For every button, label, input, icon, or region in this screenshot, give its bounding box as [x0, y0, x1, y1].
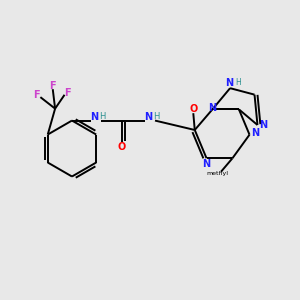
Text: H: H [99, 112, 105, 121]
Text: O: O [189, 104, 197, 114]
Text: H: H [235, 78, 241, 87]
Text: N: N [202, 158, 210, 169]
Text: N: N [90, 112, 98, 122]
Text: N: N [225, 78, 234, 88]
Text: F: F [64, 88, 71, 98]
Text: N: N [259, 120, 267, 130]
Text: O: O [118, 142, 126, 152]
Text: F: F [34, 90, 40, 100]
Text: H: H [154, 112, 160, 121]
Text: methyl: methyl [207, 171, 229, 176]
Text: F: F [49, 81, 56, 91]
Text: N: N [208, 103, 216, 113]
Text: N: N [251, 128, 259, 138]
Text: N: N [145, 112, 153, 122]
